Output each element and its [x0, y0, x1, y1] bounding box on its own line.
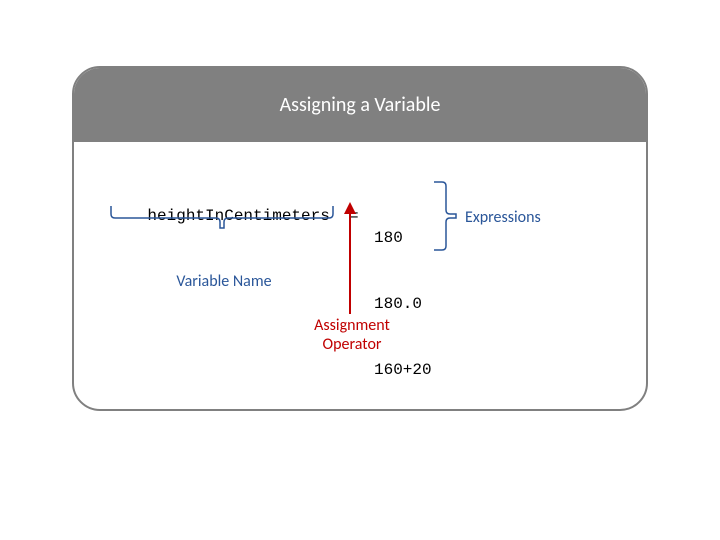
- card-title: Assigning a Variable: [280, 93, 441, 117]
- code-expression: 180: [374, 227, 432, 249]
- label-assignment-operator: Assignment Operator: [297, 316, 407, 354]
- code-expression: 160+20: [374, 359, 432, 381]
- brace-expressions: [432, 178, 462, 254]
- card-header: Assigning a Variable: [74, 68, 646, 142]
- code-expression: 180.0: [374, 293, 432, 315]
- label-variable-name: Variable Name: [164, 272, 284, 291]
- label-expressions: Expressions: [465, 208, 565, 227]
- brace-variable-name: [107, 204, 337, 234]
- code-expressions-list: 180 180.0 160+20: [374, 183, 432, 411]
- arrow-assignment-operator: [343, 202, 357, 314]
- diagram-card: Assigning a Variable heightInCentimeters…: [72, 66, 648, 411]
